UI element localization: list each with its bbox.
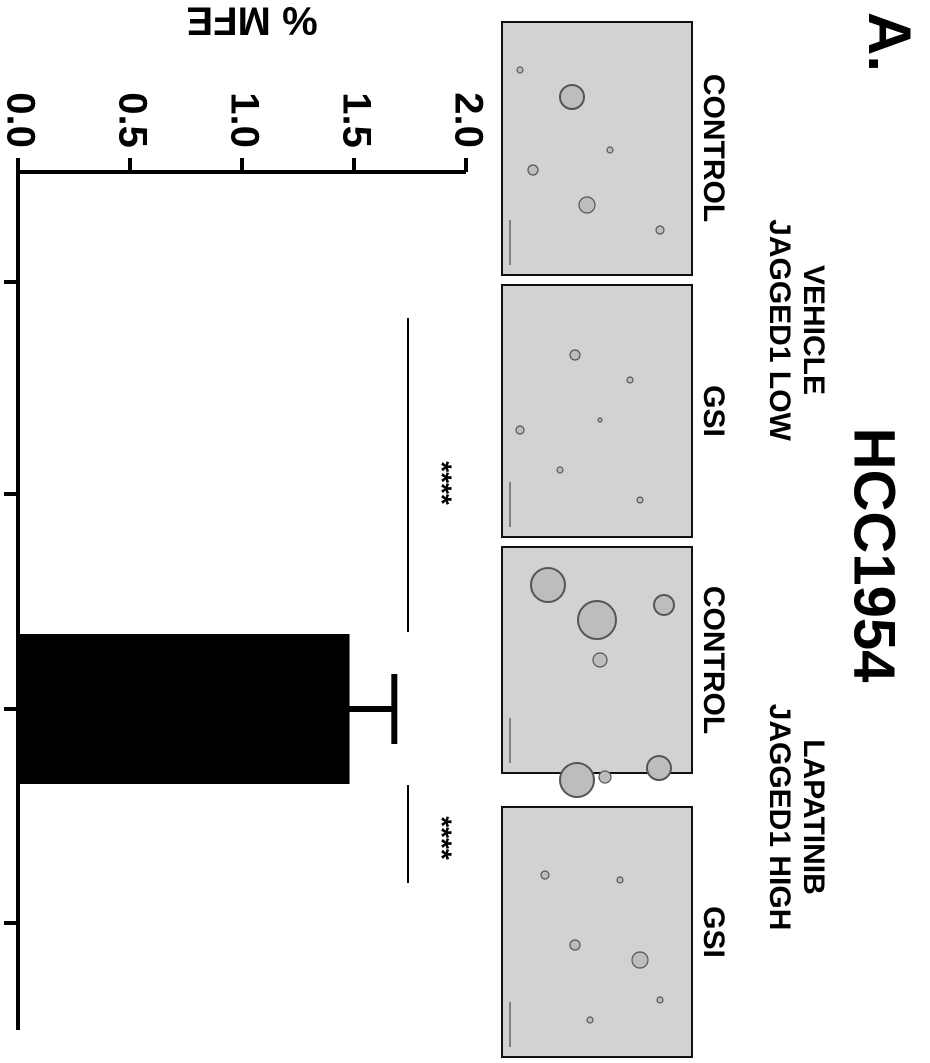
chart-axes — [16, 170, 466, 1030]
value-tick-label: 1.0 — [222, 92, 266, 148]
cell-colony — [530, 567, 566, 603]
condition-label: CONTROL — [697, 586, 730, 734]
cell-colony — [527, 164, 539, 176]
microscopy-image — [501, 284, 693, 538]
cell-colony — [577, 600, 617, 640]
condition-labels: CONTROL GSI CONTROL GSI — [697, 74, 730, 958]
cell-colony — [653, 594, 675, 616]
cell-colony — [631, 951, 649, 969]
cell-colony — [578, 196, 596, 214]
value-tick-label: 2.0 — [446, 92, 490, 148]
microscopy-image — [501, 21, 693, 276]
significance-stars: **** — [427, 461, 458, 505]
cell-line-title: HCC1954 — [842, 428, 907, 683]
cell-colony — [598, 770, 612, 784]
significance-stars: **** — [427, 816, 458, 860]
cell-colony — [597, 417, 603, 423]
condition-label: CONTROL — [697, 74, 730, 222]
microscopy-panels — [501, 21, 693, 1058]
value-tick-label: 0.0 — [0, 92, 42, 148]
bars — [18, 634, 350, 784]
cell-colony — [586, 1016, 594, 1024]
cell-colony — [569, 939, 581, 951]
group-header-line: JAGGED1 LOW — [763, 219, 796, 441]
value-axis-ticks: 0.0 0.5 1.0 1.5 2.0 — [0, 92, 490, 172]
cell-colony — [556, 466, 564, 474]
group-header-line: JAGGED1 HIGH — [763, 704, 796, 931]
cell-colony — [636, 496, 644, 504]
cell-colony — [655, 225, 665, 235]
group-header-line: LAPATINIB — [797, 739, 830, 895]
cell-colony — [616, 876, 624, 884]
cell-colony — [626, 376, 634, 384]
panel-label: A. — [856, 12, 923, 72]
error-bars — [349, 674, 398, 744]
cell-colony — [592, 652, 608, 668]
category-axis-ticks — [4, 280, 18, 925]
cell-colony — [515, 425, 525, 435]
cell-colony — [646, 755, 672, 781]
value-tick-label: 1.5 — [334, 92, 378, 148]
value-axis-title: % MFE — [186, 0, 317, 42]
microscopy-image — [501, 806, 693, 1058]
cell-colony — [559, 84, 585, 110]
condition-label: GSI — [697, 906, 730, 958]
cell-colony — [606, 146, 614, 154]
cell-colony — [516, 66, 524, 74]
cell-colony — [559, 762, 595, 798]
bar — [18, 634, 350, 784]
cell-colony — [569, 349, 581, 361]
value-tick-label: 0.5 — [110, 92, 154, 148]
cell-colony — [540, 870, 550, 880]
significance-annotations: **** **** — [407, 318, 458, 883]
group-header-line: VEHICLE — [797, 265, 830, 395]
cell-colony — [656, 996, 664, 1004]
condition-label: GSI — [697, 385, 730, 437]
